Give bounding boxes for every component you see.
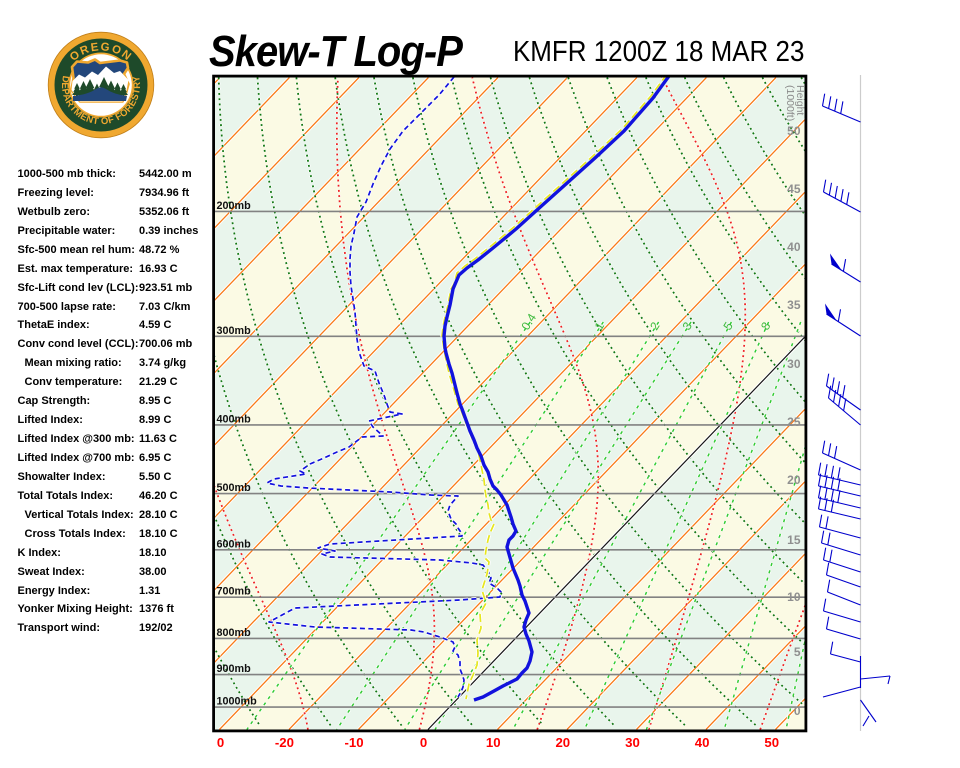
svg-text:5: 5 xyxy=(794,645,801,659)
svg-text:0: 0 xyxy=(420,735,427,750)
svg-text:-10: -10 xyxy=(344,735,363,750)
svg-text:1000mb: 1000mb xyxy=(217,696,258,708)
svg-text:-30: -30 xyxy=(205,735,224,750)
svg-text:20: 20 xyxy=(555,735,570,750)
svg-text:(1000ft): (1000ft) xyxy=(784,85,796,121)
svg-text:600mb: 600mb xyxy=(217,538,252,550)
svg-text:800mb: 800mb xyxy=(217,627,252,639)
svg-text:15: 15 xyxy=(787,533,801,547)
svg-text:0: 0 xyxy=(794,704,801,718)
svg-text:30: 30 xyxy=(787,357,801,371)
svg-text:25: 25 xyxy=(787,415,801,429)
svg-text:50: 50 xyxy=(787,124,801,138)
svg-text:35: 35 xyxy=(787,298,801,312)
svg-text:50: 50 xyxy=(764,735,779,750)
svg-text:20: 20 xyxy=(787,473,801,487)
svg-text:900mb: 900mb xyxy=(217,663,252,675)
svg-text:700mb: 700mb xyxy=(217,586,252,598)
svg-text:45: 45 xyxy=(787,182,801,196)
svg-text:10: 10 xyxy=(486,735,501,750)
svg-text:200mb: 200mb xyxy=(217,200,252,212)
svg-text:40: 40 xyxy=(695,735,710,750)
svg-text:10: 10 xyxy=(787,590,801,604)
svg-text:40: 40 xyxy=(787,240,801,254)
svg-text:30: 30 xyxy=(625,735,640,750)
svg-text:400mb: 400mb xyxy=(217,413,252,425)
svg-text:300mb: 300mb xyxy=(217,325,252,337)
svg-text:500mb: 500mb xyxy=(217,482,252,494)
svg-text:-20: -20 xyxy=(275,735,294,750)
svg-text:Height: Height xyxy=(794,85,806,115)
